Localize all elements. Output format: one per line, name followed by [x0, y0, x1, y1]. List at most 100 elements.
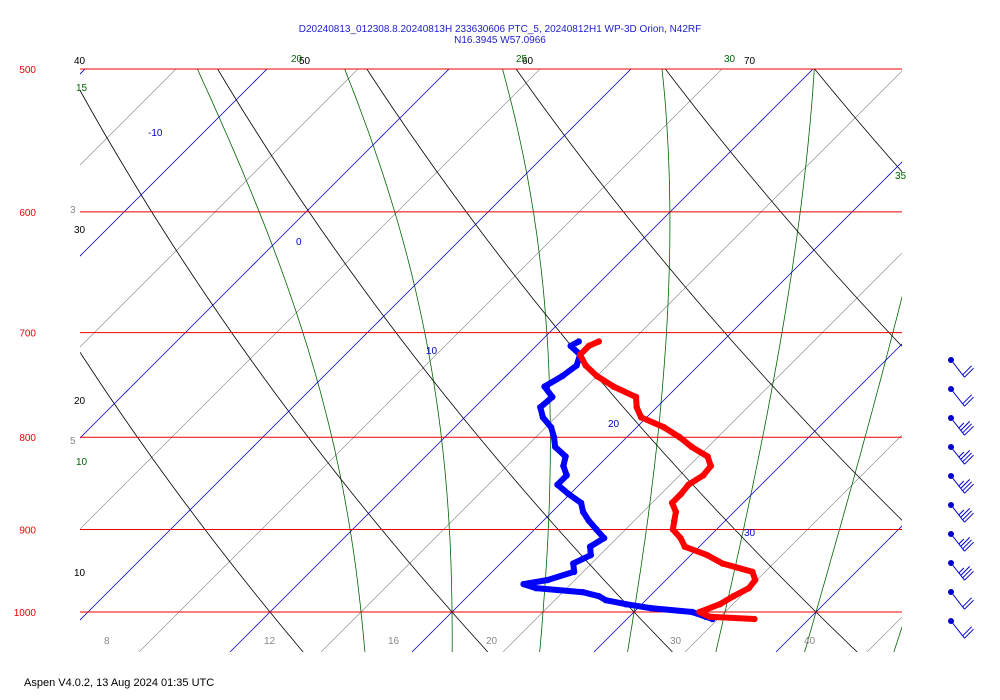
- wind-barb-half-flag: [958, 422, 965, 429]
- dry-adiabat-label: 60: [522, 56, 534, 67]
- wind-barb: [948, 415, 974, 436]
- dry-adiabat-line: [80, 89, 489, 652]
- temperature-profile-point: [719, 560, 726, 567]
- moist-adiabat-line: [804, 295, 902, 652]
- dewpoint-profile-point: [579, 508, 587, 516]
- dewpoint-profile-point: [570, 560, 577, 567]
- wind-barb-shaft: [950, 591, 965, 610]
- wind-barb-half-flag: [958, 509, 965, 516]
- wind-barb-flag: [962, 423, 972, 434]
- wind-barb-flag: [962, 394, 972, 405]
- wind-barb-flag: [960, 479, 971, 489]
- mixing-ratio-label: 40: [804, 636, 816, 647]
- wind-barb-half-flag: [958, 480, 965, 487]
- dry-adiabat-label: 10: [74, 568, 86, 579]
- wind-barb-flag: [964, 367, 974, 378]
- dewpoint-profile-point: [689, 608, 696, 616]
- temperature-profile-point: [576, 351, 584, 358]
- moist-adiabat-label: 15: [76, 83, 88, 94]
- temperature-profile-point: [632, 393, 640, 401]
- temperature-profile-point: [749, 568, 756, 576]
- temperature-profile-point: [745, 584, 753, 592]
- temperature-profile-point: [671, 517, 678, 524]
- dewpoint-profile-point: [563, 472, 570, 479]
- isotherm-label: -10: [148, 128, 163, 139]
- wind-barb: [948, 473, 974, 494]
- mixing-ratio-line: [80, 69, 177, 166]
- wind-barb-flag: [964, 454, 974, 465]
- dewpoint-profile-point: [593, 526, 600, 533]
- dewpoint-profile-point: [550, 433, 558, 441]
- wind-barb: [948, 357, 974, 378]
- wind-barb: [948, 560, 974, 581]
- title-line-2: N16.3945 W57.0966: [454, 35, 546, 46]
- wind-barb-shaft: [950, 475, 965, 494]
- temperature-profile-point: [688, 443, 695, 451]
- temperature-profile-point: [700, 472, 707, 479]
- wind-barb-shaft: [950, 620, 965, 639]
- dewpoint-profile-point: [575, 338, 582, 345]
- mixing-ratio-line: [320, 70, 902, 652]
- wind-barb-half-flag: [958, 451, 965, 458]
- mixing-ratio-label: 30: [670, 636, 682, 647]
- dewpoint-profile-point: [559, 372, 566, 380]
- isotherms: [80, 44, 1000, 652]
- wind-barb-flag: [960, 537, 971, 547]
- dewpoint-profile-point: [602, 596, 609, 604]
- dewpoint-profile-point: [554, 481, 561, 488]
- isotherm-label: 10: [426, 346, 438, 357]
- isobar-label: 700: [19, 329, 36, 340]
- isotherm-line: [775, 525, 902, 652]
- moist-adiabat-label: 25: [516, 54, 528, 65]
- dry-adiabat-line: [217, 69, 673, 652]
- isobar-label: 500: [19, 65, 36, 76]
- dewpoint-profile-point: [587, 551, 594, 559]
- mixing-ratio-line: [80, 69, 359, 348]
- wind-barb-shaft: [950, 446, 965, 465]
- wind-barb-shaft: [950, 388, 965, 407]
- dry-adiabat-label: 40: [74, 56, 86, 67]
- chart-title: D20240813_012308.8.20240813H 233630606 P…: [0, 24, 1000, 46]
- temperature-profile-point: [633, 404, 640, 411]
- dewpoint-profile-point: [547, 424, 555, 431]
- moist-adiabat-label: 20: [291, 54, 303, 65]
- moist-adiabat-line: [715, 69, 815, 652]
- dry-adiabat-label: 70: [744, 56, 756, 67]
- wind-barb-flag: [962, 568, 972, 579]
- wind-barb-half-flag: [958, 538, 965, 545]
- isotherm-line: [80, 69, 268, 257]
- wind-barb-flag: [962, 539, 972, 550]
- wind-barb-flag: [962, 510, 972, 521]
- isotherm-line: [80, 69, 450, 439]
- mixing-ratio-label: 16: [388, 636, 400, 647]
- temperature-profile-point: [716, 600, 724, 608]
- isotherm-label: 20: [608, 419, 620, 430]
- temperature-profile-point: [751, 576, 759, 584]
- title-line-1: D20240813_012308.8.20240813H 233630606 P…: [298, 24, 702, 35]
- wind-barb-flag: [964, 425, 974, 436]
- wind-barb: [948, 444, 974, 465]
- wind-barb-flag: [964, 512, 974, 523]
- wind-barb: [948, 531, 974, 552]
- dewpoint-profile-point: [570, 568, 578, 576]
- wind-barb-flag: [964, 541, 974, 552]
- dewpoint-profile-point: [586, 543, 594, 550]
- dewpoint-profile-point: [565, 490, 572, 498]
- moist-adiabat-line: [196, 69, 366, 652]
- wind-barb-half-flag: [958, 567, 965, 574]
- temperature-profile-point: [677, 534, 684, 542]
- moist-adiabat-label: 10: [76, 457, 88, 468]
- temperature-profile-point: [660, 424, 668, 431]
- wind-barb-flag: [964, 483, 974, 494]
- dewpoint-profile-point: [573, 362, 580, 369]
- isotherm-line: [80, 69, 632, 621]
- wind-barb: [948, 589, 974, 610]
- dewpoint-profile-point: [549, 393, 556, 401]
- wind-barb-flag: [962, 365, 972, 376]
- dewpoint-profile: [520, 338, 716, 622]
- dewpoint-profile-point: [647, 604, 654, 612]
- isotherm-line: [958, 44, 1000, 652]
- wind-barb-flag: [964, 599, 974, 610]
- temperature-profile-point: [751, 615, 758, 623]
- dewpoint-profile-point: [537, 404, 544, 411]
